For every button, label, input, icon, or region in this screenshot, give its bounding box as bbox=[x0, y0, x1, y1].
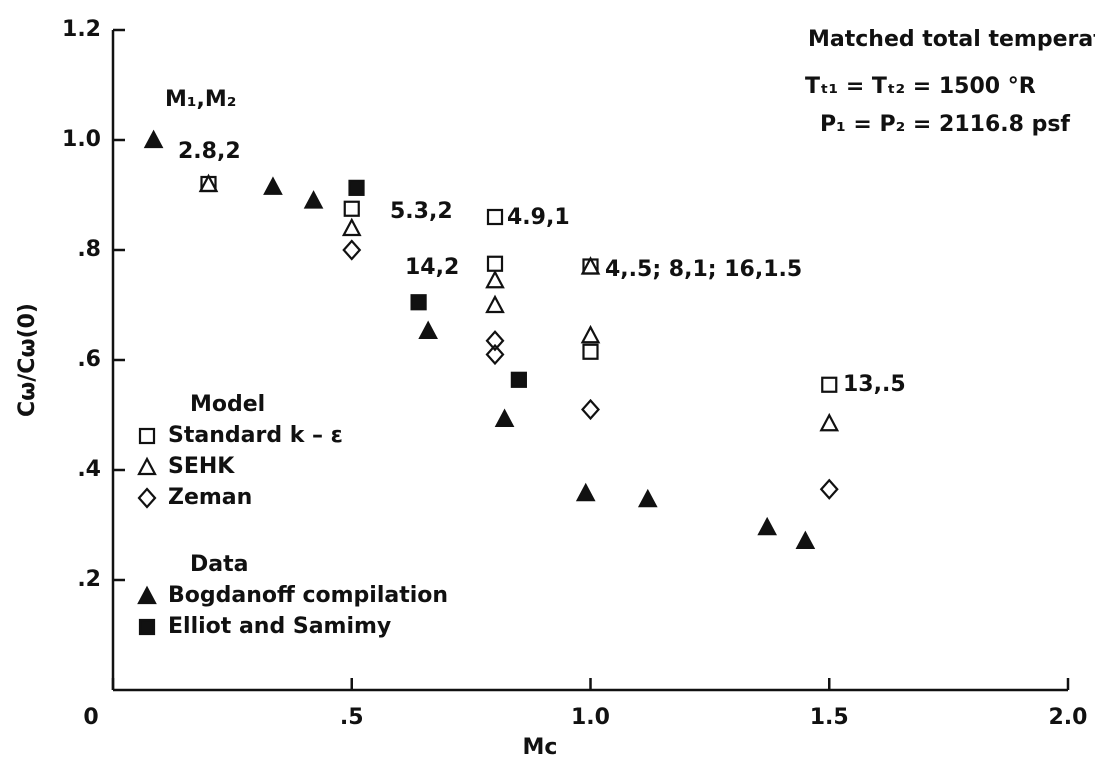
x-tick-label: 2.0 bbox=[1049, 705, 1088, 730]
annotation: 14,2 bbox=[405, 255, 459, 280]
legend-label: Bogdanoff compilation bbox=[168, 583, 448, 608]
legend-label: Elliot and Samimy bbox=[168, 614, 391, 639]
y-tick-label: 1.2 bbox=[62, 17, 101, 42]
annotation: 13,.5 bbox=[843, 372, 906, 397]
marker bbox=[198, 173, 219, 193]
marker bbox=[821, 376, 838, 393]
marker bbox=[494, 408, 515, 427]
legend-marker bbox=[137, 487, 157, 509]
marker bbox=[486, 208, 504, 226]
marker bbox=[485, 330, 505, 352]
marker bbox=[341, 217, 362, 237]
x-axis-label: Mc bbox=[523, 735, 558, 760]
legend-label: Zeman bbox=[168, 485, 252, 510]
x-tick-label: .5 bbox=[340, 705, 364, 730]
legend-marker bbox=[137, 456, 157, 476]
annotation: 2.8,2 bbox=[178, 139, 241, 164]
marker bbox=[580, 256, 601, 275]
annotation: 5.3,2 bbox=[390, 199, 453, 224]
y-tick-label: .4 bbox=[77, 457, 101, 482]
marker bbox=[418, 320, 438, 339]
marker bbox=[485, 343, 505, 366]
marker bbox=[819, 478, 839, 500]
x-tick-label: 0 bbox=[83, 705, 98, 730]
annotation: 4,.5; 8,1; 16,1.5 bbox=[605, 257, 802, 282]
y-tick-label: .2 bbox=[77, 567, 101, 592]
legend-label: Standard k – ε bbox=[168, 423, 343, 448]
legend-marker bbox=[137, 585, 157, 605]
marker bbox=[342, 239, 362, 261]
annotation: P₁ = P₂ = 2116.8 psf bbox=[820, 112, 1070, 137]
y-tick-label: .6 bbox=[77, 347, 101, 372]
annotation: Tₜ₁ = Tₜ₂ = 1500 °R bbox=[805, 74, 1036, 99]
marker bbox=[580, 324, 601, 344]
legend-marker bbox=[138, 618, 156, 636]
y-axis-label: Cω/Cω(0) bbox=[15, 303, 40, 417]
marker bbox=[143, 129, 164, 149]
marker bbox=[510, 371, 527, 388]
marker bbox=[486, 255, 504, 272]
x-tick-label: 1.5 bbox=[810, 705, 849, 730]
annotation: M₁,M₂ bbox=[165, 87, 236, 112]
y-tick-label: 1.0 bbox=[62, 127, 101, 152]
annotation: 4.9,1 bbox=[507, 205, 570, 230]
legend-title: Data bbox=[190, 552, 248, 577]
marker bbox=[575, 482, 596, 502]
marker bbox=[795, 530, 816, 550]
legend-marker bbox=[138, 427, 156, 445]
legend-label: SEHK bbox=[168, 454, 235, 479]
marker bbox=[303, 190, 324, 209]
marker bbox=[410, 294, 427, 311]
legend-title: Model bbox=[190, 392, 265, 417]
marker bbox=[485, 269, 505, 289]
marker bbox=[757, 516, 778, 536]
marker bbox=[637, 488, 658, 508]
x-tick-label: 1.0 bbox=[571, 705, 610, 730]
marker bbox=[263, 176, 283, 195]
marker bbox=[343, 200, 360, 217]
marker bbox=[819, 412, 840, 432]
marker bbox=[348, 179, 365, 196]
marker bbox=[582, 343, 599, 360]
annotation: Matched total temperatures bbox=[808, 27, 1095, 52]
marker bbox=[581, 398, 600, 421]
marker bbox=[485, 294, 505, 314]
y-tick-label: .8 bbox=[77, 237, 101, 262]
